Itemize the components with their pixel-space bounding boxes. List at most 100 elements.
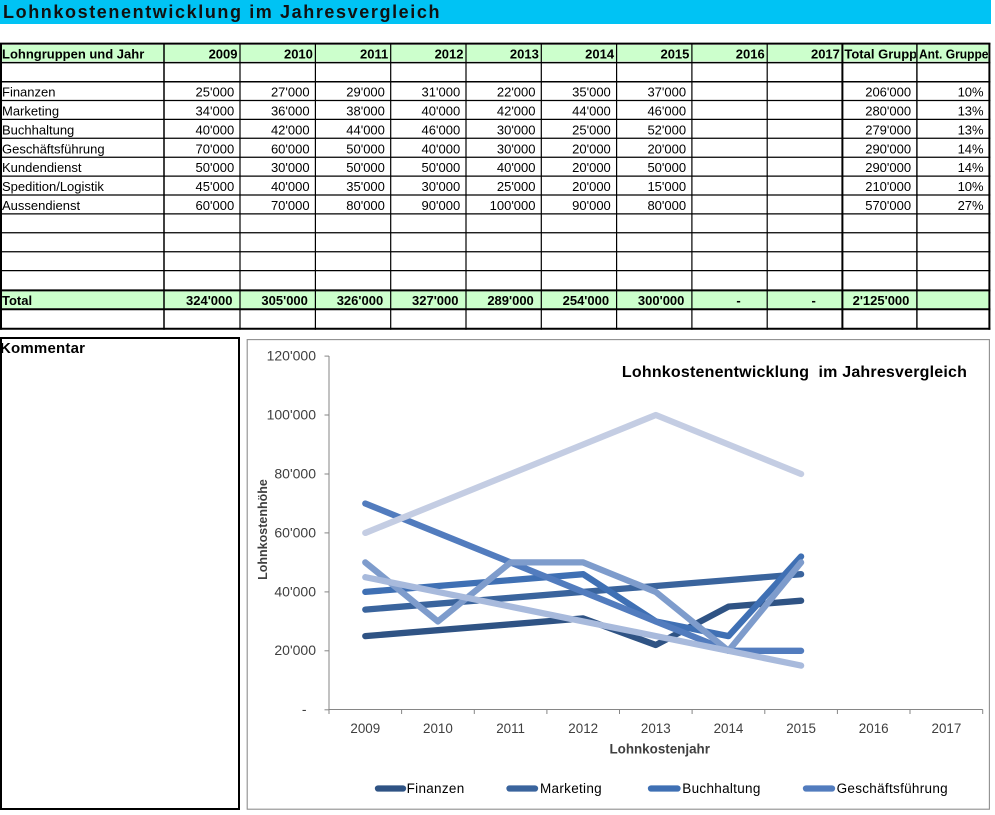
svg-text:30'000: 30'000 bbox=[497, 122, 536, 137]
svg-text:22'000: 22'000 bbox=[497, 85, 536, 100]
svg-text:50'000: 50'000 bbox=[346, 141, 385, 156]
svg-text:2009: 2009 bbox=[209, 47, 238, 62]
svg-text:290'000: 290'000 bbox=[865, 141, 911, 156]
svg-text:Lohnkostenhöhe: Lohnkostenhöhe bbox=[256, 479, 270, 580]
svg-text:20'000: 20'000 bbox=[647, 141, 686, 156]
svg-text:Kundendienst: Kundendienst bbox=[2, 160, 82, 175]
svg-text:2012: 2012 bbox=[568, 721, 598, 736]
svg-text:300'000: 300'000 bbox=[638, 293, 684, 308]
svg-text:2013: 2013 bbox=[641, 721, 671, 736]
svg-text:Finanzen: Finanzen bbox=[2, 85, 55, 100]
svg-text:2012: 2012 bbox=[435, 47, 464, 62]
svg-text:80'000: 80'000 bbox=[647, 198, 686, 213]
svg-text:15'000: 15'000 bbox=[647, 179, 686, 194]
svg-text:30'000: 30'000 bbox=[497, 141, 536, 156]
svg-text:50'000: 50'000 bbox=[346, 160, 385, 175]
svg-text:80'000: 80'000 bbox=[346, 198, 385, 213]
svg-text:-: - bbox=[736, 293, 740, 308]
svg-text:38'000: 38'000 bbox=[346, 104, 385, 119]
svg-text:570'000: 570'000 bbox=[865, 198, 911, 213]
svg-text:13%: 13% bbox=[958, 104, 984, 119]
svg-text:Marketing: Marketing bbox=[2, 104, 59, 119]
svg-text:Lohnkostenjahr: Lohnkostenjahr bbox=[609, 742, 710, 757]
svg-text:210'000: 210'000 bbox=[865, 179, 911, 194]
svg-text:70'000: 70'000 bbox=[271, 198, 310, 213]
svg-text:50'000: 50'000 bbox=[196, 160, 235, 175]
svg-text:14%: 14% bbox=[958, 160, 984, 175]
svg-text:2015: 2015 bbox=[786, 721, 816, 736]
svg-text:Marketing: Marketing bbox=[540, 781, 602, 796]
svg-text:52'000: 52'000 bbox=[647, 122, 686, 137]
svg-text:20'000: 20'000 bbox=[572, 179, 611, 194]
svg-text:305'000: 305'000 bbox=[261, 293, 307, 308]
svg-text:37'000: 37'000 bbox=[647, 85, 686, 100]
svg-text:Geschäftsführung: Geschäftsführung bbox=[2, 141, 105, 156]
svg-text:2017: 2017 bbox=[811, 47, 840, 62]
svg-text:2016: 2016 bbox=[859, 721, 889, 736]
svg-text:20'000: 20'000 bbox=[274, 642, 316, 658]
svg-text:40'000: 40'000 bbox=[497, 160, 536, 175]
svg-text:20'000: 20'000 bbox=[572, 141, 611, 156]
svg-text:44'000: 44'000 bbox=[572, 104, 611, 119]
svg-text:44'000: 44'000 bbox=[346, 122, 385, 137]
svg-text:90'000: 90'000 bbox=[572, 198, 611, 213]
svg-text:2015: 2015 bbox=[660, 47, 689, 62]
svg-text:Aussendienst: Aussendienst bbox=[2, 198, 80, 213]
svg-text:60'000: 60'000 bbox=[196, 198, 235, 213]
svg-text:60'000: 60'000 bbox=[274, 524, 316, 540]
svg-text:13%: 13% bbox=[958, 122, 984, 137]
svg-text:2010: 2010 bbox=[423, 721, 453, 736]
svg-text:25'000: 25'000 bbox=[572, 122, 611, 137]
svg-text:40'000: 40'000 bbox=[271, 179, 310, 194]
svg-text:29'000: 29'000 bbox=[346, 85, 385, 100]
svg-text:254'000: 254'000 bbox=[563, 293, 609, 308]
svg-text:290'000: 290'000 bbox=[865, 160, 911, 175]
svg-text:326'000: 326'000 bbox=[337, 293, 383, 308]
svg-text:35'000: 35'000 bbox=[346, 179, 385, 194]
svg-text:40'000: 40'000 bbox=[196, 122, 235, 137]
svg-text:2017: 2017 bbox=[932, 721, 962, 736]
svg-text:36'000: 36'000 bbox=[271, 104, 310, 119]
svg-text:60'000: 60'000 bbox=[271, 141, 310, 156]
svg-text:40'000: 40'000 bbox=[422, 141, 461, 156]
svg-text:206'000: 206'000 bbox=[865, 85, 911, 100]
svg-text:2009: 2009 bbox=[350, 721, 380, 736]
svg-text:80'000: 80'000 bbox=[274, 465, 316, 481]
svg-text:30'000: 30'000 bbox=[422, 179, 461, 194]
svg-text:20'000: 20'000 bbox=[572, 160, 611, 175]
svg-text:Buchhaltung: Buchhaltung bbox=[2, 122, 74, 137]
svg-text:14%: 14% bbox=[958, 141, 984, 156]
svg-text:2011: 2011 bbox=[360, 47, 388, 62]
svg-text:25'000: 25'000 bbox=[497, 179, 536, 194]
svg-text:27'000: 27'000 bbox=[271, 85, 310, 100]
svg-text:280'000: 280'000 bbox=[865, 104, 911, 119]
svg-text:-: - bbox=[302, 701, 307, 717]
svg-text:34'000: 34'000 bbox=[196, 104, 235, 119]
svg-text:100'000: 100'000 bbox=[267, 406, 317, 422]
svg-text:42'000: 42'000 bbox=[497, 104, 536, 119]
svg-text:120'000: 120'000 bbox=[267, 348, 317, 364]
svg-text:40'000: 40'000 bbox=[274, 583, 316, 599]
svg-text:70'000: 70'000 bbox=[196, 141, 235, 156]
svg-text:2'125'000: 2'125'000 bbox=[853, 293, 910, 308]
svg-text:2016: 2016 bbox=[736, 47, 765, 62]
svg-text:45'000: 45'000 bbox=[196, 179, 235, 194]
svg-text:30'000: 30'000 bbox=[271, 160, 310, 175]
svg-text:42'000: 42'000 bbox=[271, 122, 310, 137]
svg-text:2011: 2011 bbox=[496, 721, 525, 736]
svg-text:35'000: 35'000 bbox=[572, 85, 611, 100]
svg-text:25'000: 25'000 bbox=[196, 85, 235, 100]
svg-text:46'000: 46'000 bbox=[422, 122, 461, 137]
svg-text:Geschäftsführung: Geschäftsführung bbox=[837, 781, 948, 796]
svg-text:2014: 2014 bbox=[714, 721, 744, 736]
svg-text:-: - bbox=[812, 293, 816, 308]
svg-text:2014: 2014 bbox=[585, 47, 615, 62]
svg-text:40'000: 40'000 bbox=[422, 104, 461, 119]
svg-text:Lohnkostenentwicklung im Jahr: Lohnkostenentwicklung im Jahresvergleich bbox=[622, 364, 967, 381]
svg-text:324'000: 324'000 bbox=[186, 293, 232, 308]
svg-text:27%: 27% bbox=[958, 198, 984, 213]
svg-text:Buchhaltung: Buchhaltung bbox=[682, 781, 760, 796]
svg-text:289'000: 289'000 bbox=[487, 293, 533, 308]
svg-text:279'000: 279'000 bbox=[865, 122, 911, 137]
svg-text:100'000: 100'000 bbox=[490, 198, 536, 213]
